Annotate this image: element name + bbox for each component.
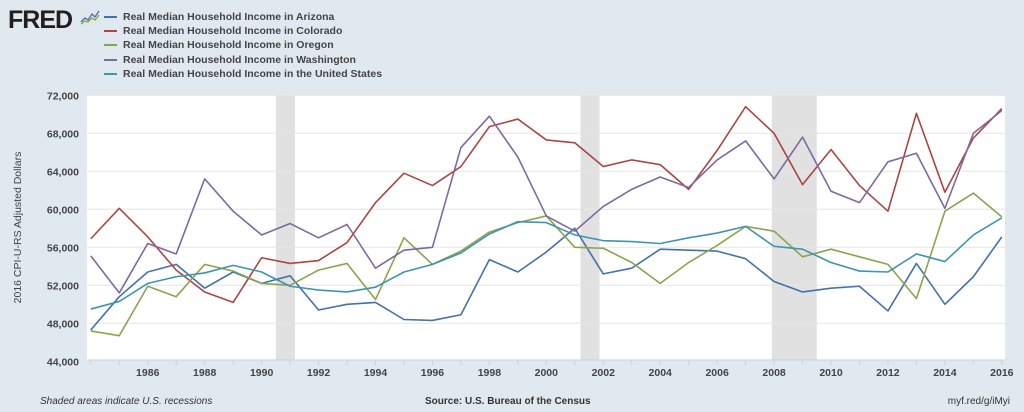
short-url-link[interactable]: myf.red/g/iMyi bbox=[947, 396, 1010, 407]
legend-item[interactable]: Real Median Household Income in the Unit… bbox=[104, 67, 382, 81]
legend-swatch bbox=[104, 44, 117, 47]
x-tick-label: 2002 bbox=[592, 367, 616, 379]
series-3 bbox=[90, 109, 1003, 294]
recession-band bbox=[580, 95, 600, 360]
x-tick-label: 2016 bbox=[990, 367, 1014, 379]
fred-logo[interactable]: FRED bbox=[8, 6, 73, 34]
legend-label: Real Median Household Income in Arizona bbox=[123, 11, 335, 24]
plot-area bbox=[87, 95, 1005, 360]
y-tick-label: 56,000 bbox=[47, 242, 79, 254]
legend-label: Real Median Household Income in Washingt… bbox=[123, 53, 356, 66]
source-note: Source: U.S. Bureau of the Census bbox=[425, 396, 591, 407]
x-tick-label: 1996 bbox=[421, 367, 445, 379]
y-axis-label: 2016 CPI-U-RS Adjusted Dollars bbox=[12, 152, 24, 304]
legend-label: Real Median Household Income in the Unit… bbox=[123, 67, 383, 80]
recession-band bbox=[275, 95, 295, 360]
x-tick-label: 2006 bbox=[705, 367, 729, 379]
legend-swatch bbox=[104, 72, 117, 75]
legend-item[interactable]: Real Median Household Income in Oregon bbox=[104, 38, 382, 52]
legend-swatch bbox=[104, 16, 117, 19]
legend-swatch bbox=[104, 30, 117, 33]
x-tick-label: 1990 bbox=[250, 367, 274, 379]
x-tick-label: 2008 bbox=[762, 367, 786, 379]
recession-band bbox=[771, 95, 817, 360]
y-tick-label: 44,000 bbox=[47, 356, 79, 368]
x-tick-label: 2014 bbox=[933, 367, 957, 379]
legend-label: Real Median Household Income in Oregon bbox=[123, 39, 334, 52]
x-tick-label: 1994 bbox=[364, 367, 388, 379]
x-tick-label: 1992 bbox=[307, 367, 331, 379]
x-tick-label: 2012 bbox=[876, 367, 900, 379]
y-tick-label: 64,000 bbox=[47, 166, 79, 178]
legend-item[interactable]: Real Median Household Income in Colorado bbox=[104, 24, 382, 38]
fred-logo-graph-icon bbox=[80, 9, 100, 25]
y-tick-label: 48,000 bbox=[47, 318, 79, 330]
recession-note: Shaded areas indicate U.S. recessions bbox=[40, 396, 213, 407]
x-tick-label: 2000 bbox=[535, 367, 559, 379]
series-1 bbox=[90, 105, 1003, 304]
y-tick-label: 60,000 bbox=[47, 204, 79, 216]
legend-swatch bbox=[104, 58, 117, 61]
x-tick-label: 1986 bbox=[136, 367, 160, 379]
x-tick-label: 2010 bbox=[819, 367, 843, 379]
x-tick-label: 2004 bbox=[649, 367, 673, 379]
y-tick-label: 52,000 bbox=[47, 280, 79, 292]
legend-item[interactable]: Real Median Household Income in Arizona bbox=[104, 10, 382, 24]
y-tick-label: 68,000 bbox=[47, 128, 79, 140]
legend: Real Median Household Income in Arizona R… bbox=[104, 10, 382, 81]
x-tick-label: 1988 bbox=[193, 367, 217, 379]
legend-item[interactable]: Real Median Household Income in Washingt… bbox=[104, 53, 382, 67]
y-tick-label: 72,000 bbox=[47, 90, 79, 102]
legend-label: Real Median Household Income in Colorado bbox=[123, 25, 343, 38]
x-tick-label: 1998 bbox=[478, 367, 502, 379]
series-4 bbox=[90, 217, 1003, 310]
